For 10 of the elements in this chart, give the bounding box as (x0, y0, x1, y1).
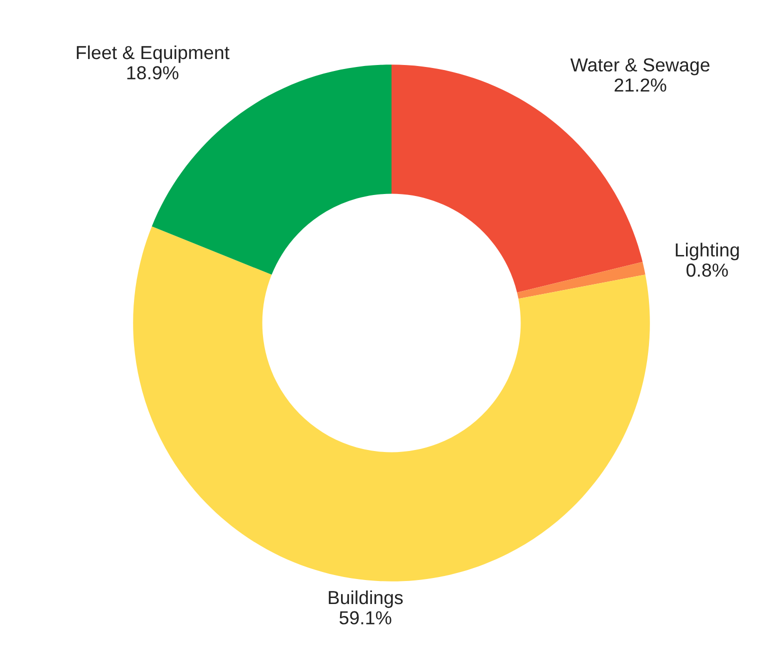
slice-label: Water & Sewage (570, 58, 710, 76)
donut-slice (517, 262, 646, 299)
slice-label: Lighting (676, 242, 739, 260)
data-label: 21.2% (614, 78, 666, 92)
data-label: 0.8% (686, 263, 728, 277)
data-label: 59.1% (340, 611, 392, 624)
slice-label: Fleet & Equipment (76, 45, 230, 63)
slice-label: Buildings (328, 590, 403, 608)
donut-slice (133, 226, 650, 582)
data-label: 18.9% (127, 66, 178, 80)
